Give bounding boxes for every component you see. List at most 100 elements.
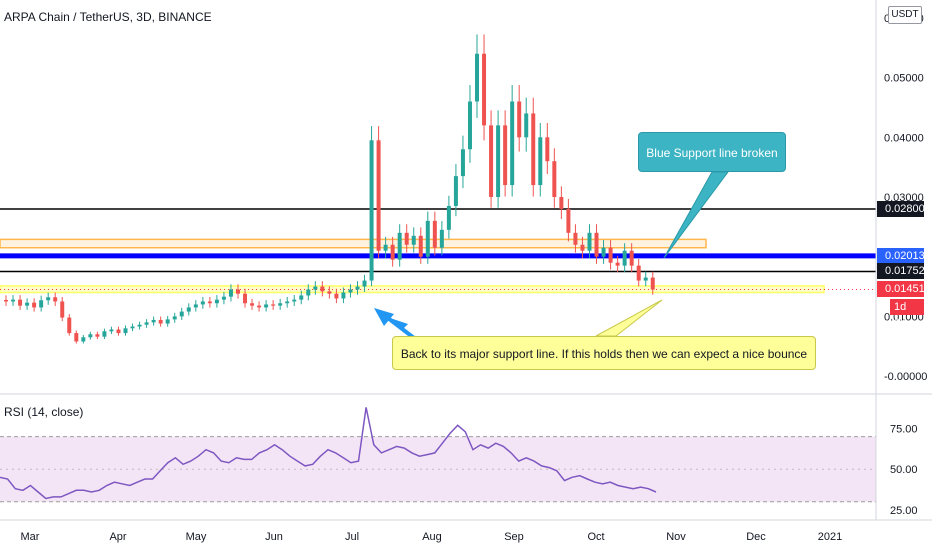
candle-body <box>587 232 592 251</box>
candle-body <box>369 140 374 281</box>
candle-body <box>123 328 128 334</box>
blue-arrow-head <box>374 308 394 326</box>
candle-body <box>179 311 184 317</box>
time-tick-label: Apr <box>109 531 126 543</box>
time-tick-label: Aug <box>422 531 442 543</box>
candle-body <box>552 161 557 197</box>
price-tag-resistance: 0.02800 <box>877 200 925 217</box>
candle-body <box>538 137 543 186</box>
yellow-callout-pointer <box>595 299 663 337</box>
candle-body <box>573 232 578 245</box>
candle-body <box>411 235 416 245</box>
candle-body <box>165 319 170 324</box>
candle-body <box>257 305 262 308</box>
candle-body <box>432 220 437 248</box>
price-tick-label: 0.04000 <box>884 132 924 144</box>
rsi-tick-label: 75.00 <box>890 424 918 436</box>
candle-body <box>503 125 508 186</box>
candle-body <box>200 301 205 305</box>
candle-body <box>531 113 536 186</box>
candle-body <box>615 262 620 266</box>
candle-body <box>524 113 529 138</box>
candle-body <box>397 232 402 260</box>
candle-body <box>601 247 606 257</box>
candle-body <box>460 149 465 177</box>
candle-body <box>510 101 515 186</box>
candle-body <box>594 232 599 257</box>
candle-body <box>151 319 156 323</box>
candle-body <box>622 250 627 266</box>
candle-body <box>116 329 121 334</box>
candle-body <box>334 293 339 299</box>
candle-body <box>250 303 255 306</box>
candle-body <box>243 293 248 304</box>
candle-body <box>496 125 501 197</box>
candle-body <box>475 53 480 102</box>
candle-body <box>4 299 8 302</box>
candle-body <box>320 286 325 292</box>
candle-body <box>439 229 444 248</box>
candle-body <box>207 301 212 304</box>
candle-body <box>193 304 198 308</box>
candle-body <box>102 331 107 337</box>
candle-body <box>446 205 451 230</box>
candle-body <box>137 324 142 327</box>
chart-title: ARPA Chain / TetherUS, 3D, BINANCE <box>4 10 212 24</box>
candle-body <box>453 176 458 206</box>
candle-body <box>39 300 44 308</box>
candle-body <box>580 244 585 251</box>
candle-body <box>355 286 360 290</box>
candle-body <box>313 286 318 290</box>
candle-body <box>46 297 51 301</box>
candle-body <box>650 277 655 290</box>
time-tick-label: Nov <box>666 531 686 543</box>
candle-body <box>292 299 297 302</box>
currency-badge[interactable]: USDT <box>888 6 922 24</box>
candle-body <box>636 265 641 281</box>
price-tag-support: 0.01752 <box>877 263 925 280</box>
candle-body <box>95 334 100 337</box>
candle-body <box>383 244 388 251</box>
candle-body <box>53 297 58 302</box>
time-tick-label: Oct <box>587 531 604 543</box>
candle-body <box>81 337 86 342</box>
candle-body <box>566 208 571 233</box>
price-tag-last: 0.01451 <box>877 281 925 298</box>
candle-body <box>221 296 226 300</box>
candle-body <box>608 247 613 263</box>
candle-body <box>186 307 191 312</box>
candle-body <box>341 292 346 299</box>
candle-body <box>264 304 269 308</box>
callout-major-support: Back to its major support line. If this … <box>392 336 816 370</box>
time-tick-label: Mar <box>21 531 40 543</box>
timeframe-tag: 1d 1h <box>890 299 924 329</box>
candle-body <box>32 302 37 308</box>
candle-body <box>559 197 564 209</box>
candle-body <box>362 280 367 287</box>
candle-body <box>18 299 23 306</box>
candle-body <box>425 220 430 257</box>
candle-body <box>489 125 494 197</box>
candle-body <box>88 334 93 338</box>
blue-callout-pointer <box>663 171 729 259</box>
candle-body <box>25 302 30 306</box>
time-tick-label: May <box>186 531 207 543</box>
candle-body <box>74 333 79 342</box>
candle-body <box>482 53 487 126</box>
callout-blue-support: Blue Support line broken <box>638 132 786 172</box>
time-tick-label: Sep <box>504 531 524 543</box>
price-tick-label: -0.00000 <box>884 371 927 383</box>
candle-body <box>130 326 135 329</box>
candle-body <box>285 301 290 304</box>
candle-body <box>418 235 423 257</box>
candle-body <box>60 301 65 318</box>
candle-body <box>271 304 276 306</box>
candle-body <box>214 299 219 304</box>
orange-resistance-zone <box>0 238 707 249</box>
candle-body <box>228 289 233 297</box>
candle-body <box>517 101 522 138</box>
candle-body <box>545 137 550 162</box>
candle-body <box>348 289 353 293</box>
candle-body <box>390 244 395 260</box>
time-tick-label: Jul <box>345 531 359 543</box>
